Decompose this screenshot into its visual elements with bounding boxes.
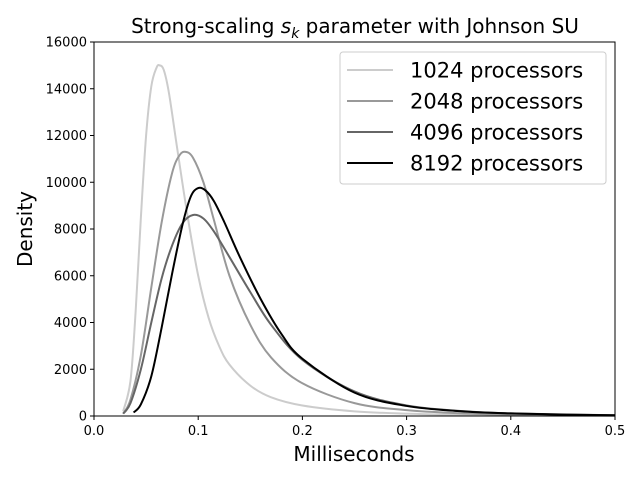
x-tick-label: 0.3 — [396, 424, 417, 439]
y-tick-label: 10000 — [46, 176, 87, 191]
legend-label-3: 8192 processors — [410, 152, 583, 176]
x-tick-label: 0.5 — [605, 424, 626, 439]
series-line-3 — [132, 186, 616, 417]
y-tick-label: 0 — [79, 410, 87, 425]
y-tick-label: 8000 — [54, 223, 87, 238]
series-line-1 — [122, 150, 616, 417]
chart-title-prefix: Strong-scaling — [131, 14, 281, 38]
series-curves — [122, 64, 616, 417]
chart-title-math-base: s — [281, 14, 291, 38]
chart-title-math-sub: k — [291, 26, 300, 42]
legend-label-2: 4096 processors — [410, 121, 583, 145]
x-tick-label: 0.0 — [84, 424, 105, 439]
y-tick-label: 6000 — [54, 269, 87, 284]
y-tick-label: 12000 — [46, 129, 87, 144]
legend-label-1: 2048 processors — [410, 90, 583, 114]
series-line-0 — [122, 64, 616, 417]
x-tick-label: 0.4 — [500, 424, 521, 439]
y-axis-label: Density — [13, 191, 37, 267]
plot-area-frame — [93, 41, 616, 417]
y-tick-label: 4000 — [54, 316, 87, 331]
y-tick-label: 2000 — [54, 363, 87, 378]
y-axis-ticks: 0 2000 4000 6000 8000 10000 12000 14000 16000 — [46, 36, 94, 425]
y-tick-label: 16000 — [46, 36, 87, 51]
legend: 1024 processors 2048 processors 4096 proce… — [339, 51, 607, 185]
legend-box — [339, 51, 607, 185]
y-tick-label: 14000 — [46, 82, 87, 97]
x-tick-label: 0.1 — [188, 424, 209, 439]
chart-title-suffix: parameter with Johnson SU — [299, 14, 579, 38]
x-axis-ticks: 0.0 0.1 0.2 0.3 0.4 0.5 — [84, 416, 626, 439]
x-axis-label: Milliseconds — [293, 442, 414, 466]
legend-label-0: 1024 processors — [410, 59, 583, 83]
x-tick-label: 0.2 — [292, 424, 313, 439]
chart-title: Strong-scaling sk parameter with Johnson… — [131, 14, 579, 42]
